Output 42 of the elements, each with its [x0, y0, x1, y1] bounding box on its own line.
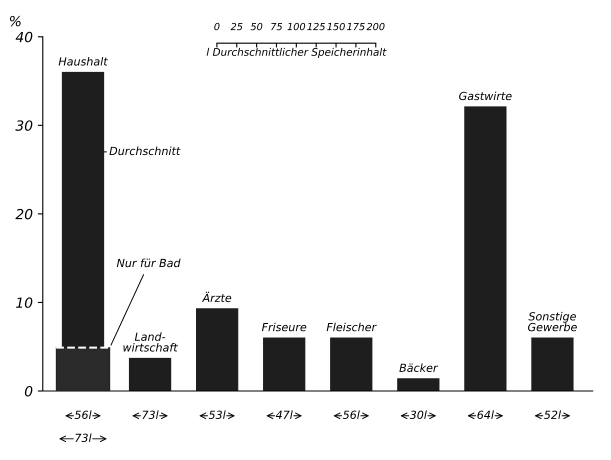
bar: [128, 358, 172, 391]
x-tick-label: Bäcker: [399, 363, 438, 372]
x2-tick-label: 100: [288, 22, 306, 30]
text: 56l: [342, 410, 360, 420]
text: Nur für Bad: [116, 258, 181, 268]
y-tick-label: 40: [16, 32, 32, 42]
y-axis-title: %: [10, 16, 21, 26]
x2-tick-label: 75: [271, 23, 282, 30]
x-tick-label: Ärzte: [202, 292, 232, 302]
x2-tick-label: 25: [230, 22, 242, 30]
bar: [397, 378, 440, 391]
x2-tick-label: 125: [307, 22, 325, 30]
bar: [196, 308, 238, 391]
x2-tick-label: 0: [214, 22, 220, 30]
x-tick-label: Haushalt: [58, 57, 108, 66]
text: 52l: [544, 410, 561, 420]
x-tick-label: Gastwirte: [459, 92, 512, 100]
bar: [464, 106, 507, 391]
y-tick-label: 20: [15, 208, 32, 220]
y-tick-label: 30: [15, 120, 32, 131]
text: 73l: [142, 410, 159, 420]
x2-axis-title: l Durchschnittlicher Speicherinhalt: [206, 48, 387, 58]
x-tick-label: Fleischer: [326, 322, 377, 332]
text: 64l: [477, 410, 494, 420]
x-tick-label: Sonstige Gewerbe: [528, 312, 577, 332]
text: 30l: [410, 410, 427, 420]
series-label: Durchschnitt: [109, 146, 181, 156]
x-tick-label: Land- wirtschaft: [123, 332, 178, 352]
x2-tick-label: 50: [250, 22, 262, 30]
text: 53l: [208, 410, 226, 420]
y-tick-label: 10: [16, 297, 32, 308]
bar: [531, 338, 574, 391]
x2-tick-label: 175: [347, 23, 365, 30]
y-tick-label: 0: [24, 386, 32, 396]
bar: [263, 338, 306, 391]
text: 73l: [75, 433, 92, 442]
text: 47l: [276, 410, 293, 419]
bar: [330, 338, 372, 391]
x-tick-label: Friseure: [262, 322, 306, 332]
x2-tick-label: 200: [366, 22, 385, 30]
x2-tick-label: 150: [327, 22, 345, 30]
text: 56l: [74, 410, 92, 420]
